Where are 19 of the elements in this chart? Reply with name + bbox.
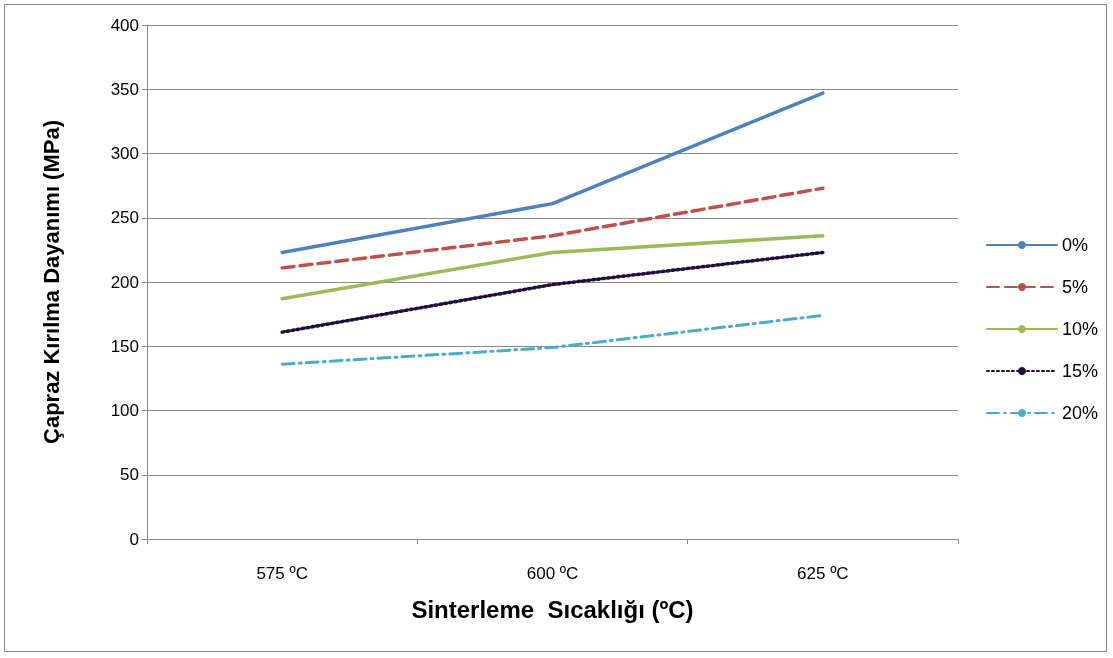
legend-label: 5% (1061, 277, 1088, 297)
legend-label: 20% (1061, 403, 1098, 423)
legend-label: 10% (1061, 319, 1098, 339)
x-tick-label: 600 ºC (526, 564, 579, 583)
x-tick-label: 575 ºC (256, 564, 308, 583)
y-tick-label: 0 (129, 529, 139, 549)
y-tick-label: 50 (120, 465, 139, 485)
y-tick-label: 400 (110, 15, 139, 35)
y-axis-title: Çapraz Kırılma Dayanımı (MPa) (38, 120, 64, 444)
y-tick-label: 200 (110, 272, 139, 292)
y-tick-label: 150 (110, 336, 139, 356)
x-tick-label: 625 ºC (797, 564, 849, 583)
y-tick-label: 300 (110, 144, 139, 163)
x-axis-title: Sinterleme Sıcaklığı (ºC) (411, 595, 694, 623)
legend-label: 0% (1061, 235, 1088, 255)
legend-label: 15% (1061, 361, 1098, 381)
y-tick-label: 250 (110, 208, 139, 228)
y-tick-label: 100 (110, 401, 139, 420)
y-tick-label: 350 (110, 79, 139, 99)
